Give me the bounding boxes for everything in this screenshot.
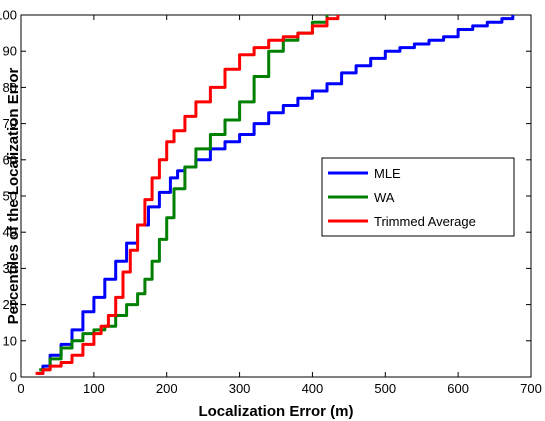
y-tick-label: 60	[3, 152, 17, 167]
x-tick-label: 0	[17, 381, 24, 396]
y-tick-label: 40	[3, 225, 17, 240]
x-tick-label: 200	[156, 381, 178, 396]
axis-ticks: 0 100 200 300 400 500 600 700 0 10 20 30 40 50 60 70 80 9…	[0, 8, 542, 397]
x-tick-label: 500	[374, 381, 396, 396]
y-tick-label: 20	[3, 297, 17, 312]
x-tick-label: 600	[447, 381, 469, 396]
x-tick-label: 100	[83, 381, 105, 396]
y-tick-label: 50	[3, 189, 17, 204]
y-axis-label: Percentiles of the Localization Error	[5, 67, 22, 324]
legend-label-trimmed-average: Trimmed Average	[374, 214, 476, 229]
legend: MLE WA Trimmed Average	[321, 157, 515, 237]
x-axis-label: Localization Error (m)	[198, 403, 353, 420]
series-group	[35, 15, 515, 375]
x-tick-label: 300	[229, 381, 251, 396]
x-tick-label: 400	[302, 381, 324, 396]
legend-entries: MLE WA Trimmed Average	[328, 166, 476, 229]
series-line-mle	[37, 15, 515, 375]
legend-label-mle: MLE	[374, 166, 401, 181]
y-tick-label: 0	[10, 370, 17, 385]
y-tick-label: 90	[3, 44, 17, 59]
x-tick-label: 700	[520, 381, 542, 396]
legend-label-wa: WA	[374, 190, 395, 205]
y-tick-label: 30	[3, 261, 17, 276]
series-line-trimmed-average	[35, 15, 340, 375]
series-line-wa	[39, 15, 329, 372]
y-tick-label: 70	[3, 116, 17, 131]
y-tick-label: 10	[3, 333, 17, 348]
y-tick-label: 80	[3, 80, 17, 95]
y-tick-label: 100	[0, 8, 17, 23]
